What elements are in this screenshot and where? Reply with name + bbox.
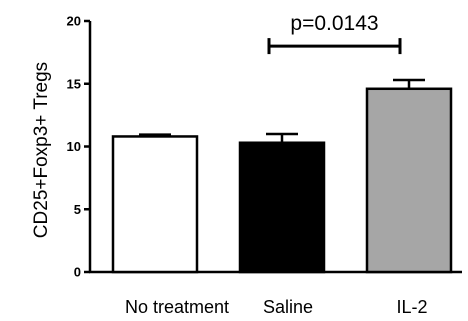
y-tick-label: 20 <box>67 14 81 29</box>
bar <box>365 87 453 274</box>
bar <box>238 141 326 274</box>
category-label: Saline <box>263 297 313 317</box>
category-label: IL-2 <box>396 297 427 317</box>
category-label: No treatment <box>125 297 229 317</box>
bars <box>111 78 453 274</box>
y-ticks: 0 5 10 15 20 <box>67 14 90 280</box>
category-labels: No treatment Saline IL-2 <box>125 297 428 317</box>
y-tick-label: 0 <box>74 265 81 280</box>
annotations: p=0.0143 <box>267 12 402 55</box>
bar <box>111 135 199 274</box>
y-tick-label: 15 <box>67 76 81 91</box>
y-axis-label: CD25+Foxp3+ Tregs <box>31 62 52 238</box>
p-value-label: p=0.0143 <box>290 12 378 35</box>
y-tick-label: 10 <box>67 139 81 154</box>
y-tick-label: 5 <box>74 202 81 217</box>
